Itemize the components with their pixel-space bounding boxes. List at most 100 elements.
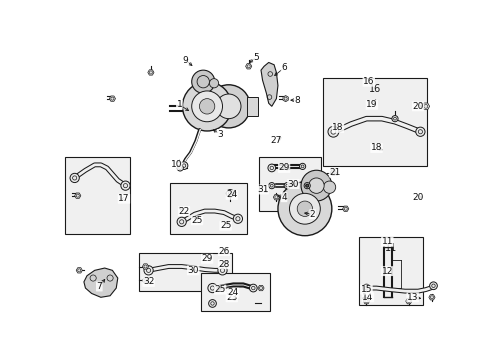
- Polygon shape: [257, 285, 264, 291]
- Text: 28: 28: [218, 260, 229, 269]
- Text: 9: 9: [183, 56, 188, 65]
- Polygon shape: [421, 103, 429, 110]
- Text: 25: 25: [214, 285, 225, 294]
- Circle shape: [327, 126, 338, 137]
- Text: 17: 17: [118, 194, 129, 203]
- Polygon shape: [405, 298, 411, 304]
- Circle shape: [289, 193, 320, 224]
- Text: 29: 29: [278, 163, 289, 172]
- Polygon shape: [142, 264, 148, 269]
- Text: 25: 25: [220, 221, 231, 230]
- Circle shape: [208, 300, 216, 307]
- Text: 24: 24: [225, 190, 237, 199]
- Text: 5: 5: [253, 53, 259, 62]
- Bar: [139, 253, 231, 291]
- Polygon shape: [109, 96, 115, 101]
- Text: 4: 4: [281, 193, 286, 202]
- Text: 12: 12: [381, 267, 392, 276]
- Text: 3: 3: [217, 130, 223, 139]
- Polygon shape: [75, 193, 81, 198]
- Bar: [170, 183, 246, 234]
- Polygon shape: [245, 64, 251, 69]
- Text: 20: 20: [411, 102, 423, 111]
- Polygon shape: [84, 268, 118, 297]
- Text: 6: 6: [281, 63, 286, 72]
- Text: 27: 27: [270, 136, 282, 145]
- Bar: [322, 78, 427, 166]
- Text: 25: 25: [191, 216, 203, 225]
- Bar: [246, 97, 257, 116]
- Bar: [259, 157, 321, 211]
- Text: 14: 14: [362, 293, 373, 302]
- Polygon shape: [147, 70, 154, 75]
- Text: 30: 30: [287, 180, 299, 189]
- Text: 18: 18: [370, 143, 382, 152]
- Circle shape: [415, 127, 424, 136]
- Text: 18: 18: [331, 123, 343, 132]
- Text: 10: 10: [170, 160, 182, 169]
- Polygon shape: [142, 278, 148, 283]
- Text: 7: 7: [96, 282, 102, 291]
- Polygon shape: [283, 95, 288, 102]
- Text: 19: 19: [366, 100, 377, 109]
- Polygon shape: [261, 62, 277, 106]
- Text: 1: 1: [176, 100, 182, 109]
- Circle shape: [191, 70, 214, 93]
- Polygon shape: [76, 268, 82, 273]
- Text: 31: 31: [256, 185, 268, 194]
- Circle shape: [143, 266, 153, 275]
- Text: 32: 32: [142, 278, 154, 287]
- Polygon shape: [342, 206, 348, 211]
- Polygon shape: [273, 194, 279, 200]
- Circle shape: [277, 182, 331, 236]
- Text: 11: 11: [384, 243, 396, 253]
- Circle shape: [299, 163, 305, 170]
- Text: 13: 13: [406, 293, 418, 302]
- Circle shape: [70, 173, 79, 183]
- Bar: [65, 157, 130, 234]
- Text: 16: 16: [362, 77, 374, 86]
- Circle shape: [304, 183, 310, 189]
- Circle shape: [182, 82, 231, 131]
- Circle shape: [191, 91, 222, 122]
- Text: 22: 22: [178, 207, 189, 216]
- Text: 26: 26: [218, 247, 229, 256]
- Circle shape: [121, 181, 130, 190]
- Text: 11: 11: [381, 237, 392, 246]
- Bar: [358, 237, 422, 305]
- Circle shape: [323, 181, 335, 193]
- Text: 16: 16: [368, 84, 380, 94]
- Circle shape: [308, 178, 324, 193]
- Circle shape: [362, 284, 369, 292]
- Text: 30: 30: [187, 266, 199, 275]
- Polygon shape: [363, 298, 369, 304]
- Text: 23: 23: [225, 293, 237, 302]
- Circle shape: [249, 284, 257, 292]
- Circle shape: [267, 164, 275, 172]
- Circle shape: [207, 283, 217, 293]
- Circle shape: [284, 183, 290, 189]
- Circle shape: [180, 162, 187, 170]
- Circle shape: [268, 183, 274, 189]
- Text: 8: 8: [294, 96, 300, 105]
- Text: 2: 2: [309, 210, 315, 219]
- Circle shape: [226, 189, 234, 197]
- Circle shape: [177, 217, 186, 226]
- Circle shape: [391, 116, 397, 122]
- Circle shape: [297, 201, 312, 216]
- Text: 21: 21: [328, 168, 340, 177]
- Circle shape: [233, 214, 242, 223]
- Circle shape: [301, 170, 331, 201]
- Text: 15: 15: [360, 285, 371, 294]
- Circle shape: [209, 78, 218, 88]
- Circle shape: [429, 282, 436, 289]
- Bar: [201, 273, 270, 311]
- Circle shape: [305, 184, 308, 187]
- Circle shape: [216, 94, 241, 119]
- Circle shape: [207, 85, 250, 128]
- Text: 24: 24: [227, 288, 239, 297]
- Circle shape: [218, 266, 226, 275]
- Polygon shape: [428, 294, 434, 300]
- Circle shape: [177, 165, 183, 171]
- Text: 29: 29: [201, 254, 212, 263]
